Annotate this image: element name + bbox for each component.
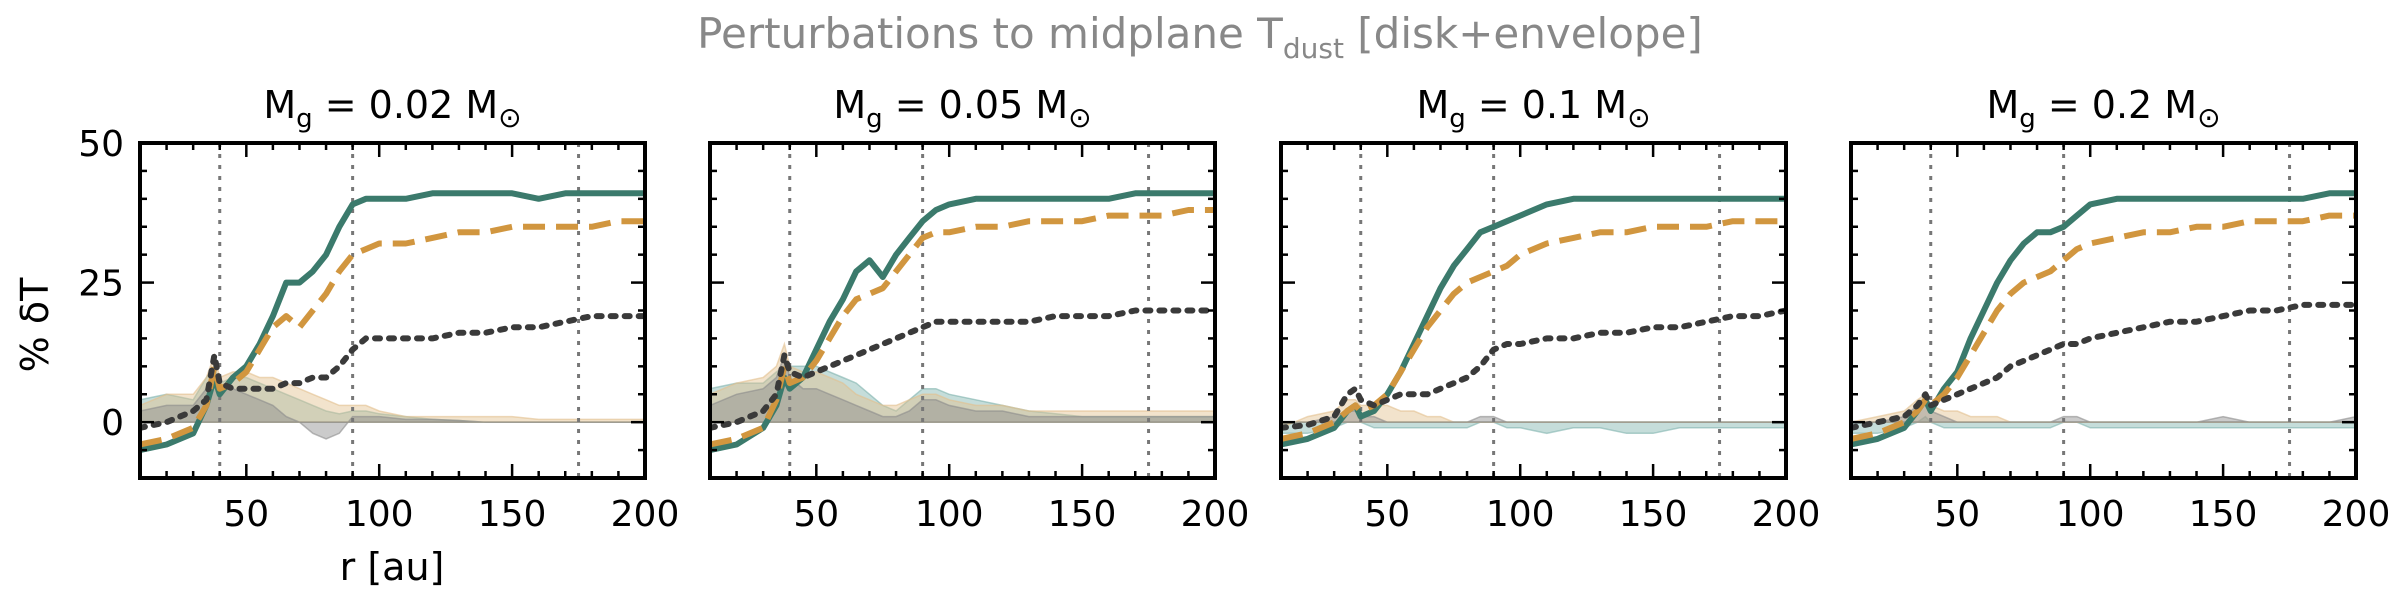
panel-title-sun-symbol: ⊙ bbox=[498, 101, 521, 134]
panel-title-value: = 0.2 M bbox=[2036, 83, 2197, 127]
figure-suptitle: Perturbations to midplane Tdust [disk+en… bbox=[697, 9, 1703, 65]
x-tick-label: 100 bbox=[2056, 494, 2125, 535]
x-tick-label: 200 bbox=[1752, 494, 1821, 535]
series-dotted bbox=[140, 313, 645, 431]
panel-title-main: M bbox=[1416, 83, 1449, 127]
x-tick-label: 50 bbox=[793, 494, 839, 535]
y-tick-label: 50 bbox=[78, 124, 124, 165]
plot-area bbox=[710, 143, 1215, 478]
series-solid bbox=[1851, 190, 2356, 448]
x-tick-label: 150 bbox=[1619, 494, 1688, 535]
band-teal bbox=[1281, 421, 1786, 435]
panel-title-main: M bbox=[1986, 83, 2019, 127]
x-axis-label: r [au] bbox=[340, 545, 445, 589]
x-tick-label: 200 bbox=[1181, 494, 1250, 535]
x-tick-label: 100 bbox=[915, 494, 984, 535]
panel-title-subscript: g bbox=[2019, 104, 2036, 134]
x-tick-label: 150 bbox=[1048, 494, 1117, 535]
x-tick-label: 50 bbox=[223, 494, 269, 535]
x-tick-label: 200 bbox=[2322, 494, 2391, 535]
panel-1: 50 100 150 200 0 25 50 Mg = 0.02 M⊙ bbox=[78, 83, 679, 535]
panel-title-sun-symbol: ⊙ bbox=[1068, 101, 1091, 134]
y-tick-label: 25 bbox=[78, 264, 124, 305]
panel-title-value: = 0.05 M bbox=[883, 83, 1068, 127]
band-teal bbox=[1851, 415, 2356, 435]
panel-title-main: M bbox=[833, 83, 866, 127]
x-tick-label: 150 bbox=[478, 494, 547, 535]
panel-title-sun-symbol: ⊙ bbox=[2197, 101, 2220, 134]
panel-title-value: = 0.1 M bbox=[1466, 83, 1627, 127]
series-dotted bbox=[1281, 307, 1786, 431]
suptitle-subscript: dust bbox=[1283, 32, 1344, 65]
series-dotted bbox=[1851, 301, 2356, 431]
series-solid bbox=[1281, 195, 1786, 448]
y-axis-label: % δT bbox=[13, 277, 57, 372]
x-tick-label: 50 bbox=[1364, 494, 1410, 535]
series-dashed bbox=[1281, 218, 1786, 442]
band-tan bbox=[710, 341, 1215, 423]
suptitle-tail: [disk+envelope] bbox=[1344, 9, 1703, 58]
panel-title: Mg = 0.2 M⊙ bbox=[1986, 83, 2220, 134]
x-tick-label: 200 bbox=[611, 494, 680, 535]
plot-area bbox=[140, 143, 645, 478]
panel-title: Mg = 0.02 M⊙ bbox=[263, 83, 521, 134]
panel-title-subscript: g bbox=[866, 104, 883, 134]
series-dotted bbox=[710, 307, 1215, 431]
panel-4: 50 100 150 200 Mg = 0.2 M⊙ bbox=[1849, 83, 2391, 535]
x-tick-label: 100 bbox=[345, 494, 414, 535]
panel-2: 50 100 150 200 Mg = 0.05 M⊙ bbox=[708, 83, 1250, 535]
series-dashed bbox=[710, 207, 1215, 448]
series-dashed bbox=[1851, 212, 2356, 442]
x-tick-label: 50 bbox=[1934, 494, 1980, 535]
panel-title-subscript: g bbox=[296, 104, 313, 134]
panel-title: Mg = 0.05 M⊙ bbox=[833, 83, 1091, 134]
panel-title-sun-symbol: ⊙ bbox=[1627, 101, 1650, 134]
plot-area bbox=[1281, 143, 1786, 478]
panel-title-main: M bbox=[263, 83, 296, 127]
x-tick-label: 150 bbox=[2189, 494, 2258, 535]
panel-title-value: = 0.02 M bbox=[313, 83, 498, 127]
panel-title: Mg = 0.1 M⊙ bbox=[1416, 83, 1650, 134]
y-tick-label: 0 bbox=[101, 403, 124, 444]
suptitle-main: Perturbations to midplane T bbox=[697, 9, 1283, 58]
plot-area bbox=[1851, 143, 2356, 478]
panel-title-subscript: g bbox=[1449, 104, 1466, 134]
x-tick-label: 100 bbox=[1486, 494, 1555, 535]
panel-3: 50 100 150 200 Mg = 0.1 M⊙ bbox=[1279, 83, 1821, 535]
